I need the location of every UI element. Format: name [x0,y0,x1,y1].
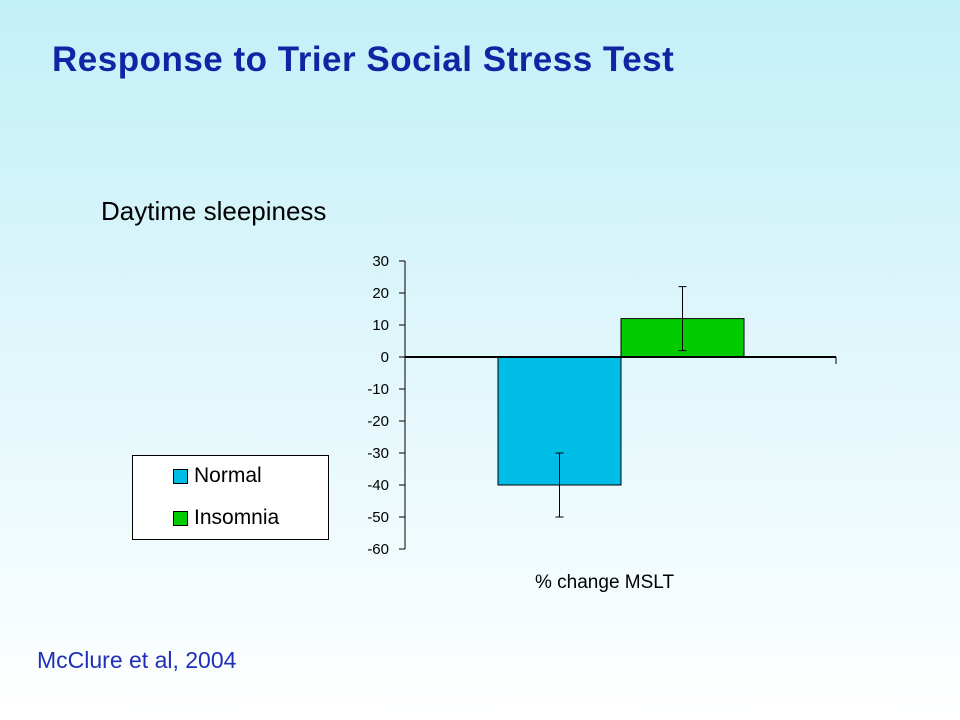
legend-swatch-insomnia [173,510,188,526]
citation: McClure et al, 2004 [37,647,237,673]
y-tick-label: -50 [367,509,389,526]
y-tick-label: -30 [367,445,389,462]
chart-heading: Daytime sleepiness [101,196,327,226]
y-tick-label: -10 [367,381,389,398]
y-tick-label: 0 [381,349,389,366]
y-tick-label: 30 [372,253,389,270]
y-tick-label: -60 [367,541,389,558]
legend-item-insomnia: Insomnia [173,506,279,530]
y-tick-label: 20 [372,285,389,302]
x-axis-label: % change MSLT [535,572,675,593]
slide-title: Response to Trier Social Stress Test [52,40,675,79]
y-tick-label: -40 [367,477,389,494]
legend-label-normal: Normal [194,464,262,487]
y-tick-label: -20 [367,413,389,430]
legend-item-normal: Normal [173,464,262,488]
legend-label-insomnia: Insomnia [194,506,280,529]
chart-legend: Normal Insomnia [132,455,329,540]
y-tick-label: 10 [372,317,389,334]
legend-swatch-normal [173,468,188,484]
